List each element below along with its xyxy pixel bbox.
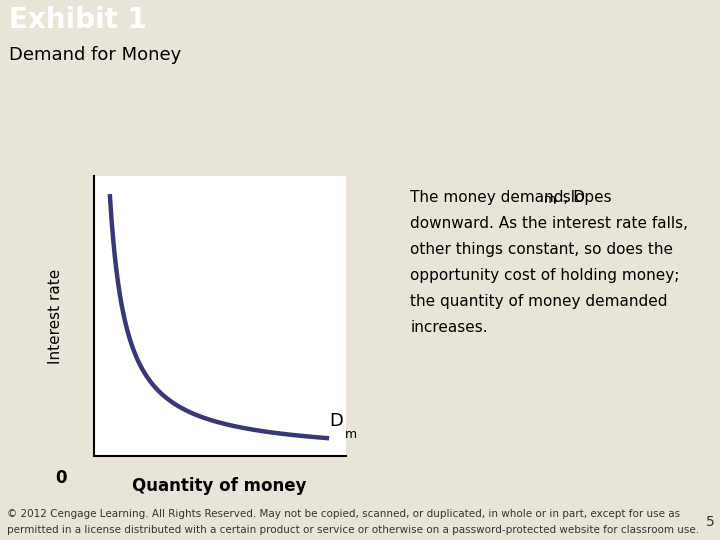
Text: D: D xyxy=(329,413,343,430)
Text: The money demand, D: The money demand, D xyxy=(410,190,585,205)
Text: other things constant, so does the: other things constant, so does the xyxy=(410,242,673,257)
Text: opportunity cost of holding money;: opportunity cost of holding money; xyxy=(410,268,680,283)
Text: downward. As the interest rate falls,: downward. As the interest rate falls, xyxy=(410,216,688,231)
Text: Exhibit 1: Exhibit 1 xyxy=(9,6,146,34)
Text: m: m xyxy=(344,428,356,441)
Text: 0: 0 xyxy=(55,469,67,487)
Text: the quantity of money demanded: the quantity of money demanded xyxy=(410,294,668,309)
Text: increases.: increases. xyxy=(410,320,488,335)
Text: permitted in a license distributed with a certain product or service or otherwis: permitted in a license distributed with … xyxy=(7,525,699,535)
Text: Quantity of money: Quantity of money xyxy=(132,477,307,495)
Text: 5: 5 xyxy=(706,515,715,529)
Text: Interest rate: Interest rate xyxy=(48,268,63,363)
Text: Demand for Money: Demand for Money xyxy=(9,46,181,64)
Text: © 2012 Cengage Learning. All Rights Reserved. May not be copied, scanned, or dup: © 2012 Cengage Learning. All Rights Rese… xyxy=(7,509,680,519)
Text: m: m xyxy=(544,193,556,206)
Text: , slopes: , slopes xyxy=(553,190,611,205)
